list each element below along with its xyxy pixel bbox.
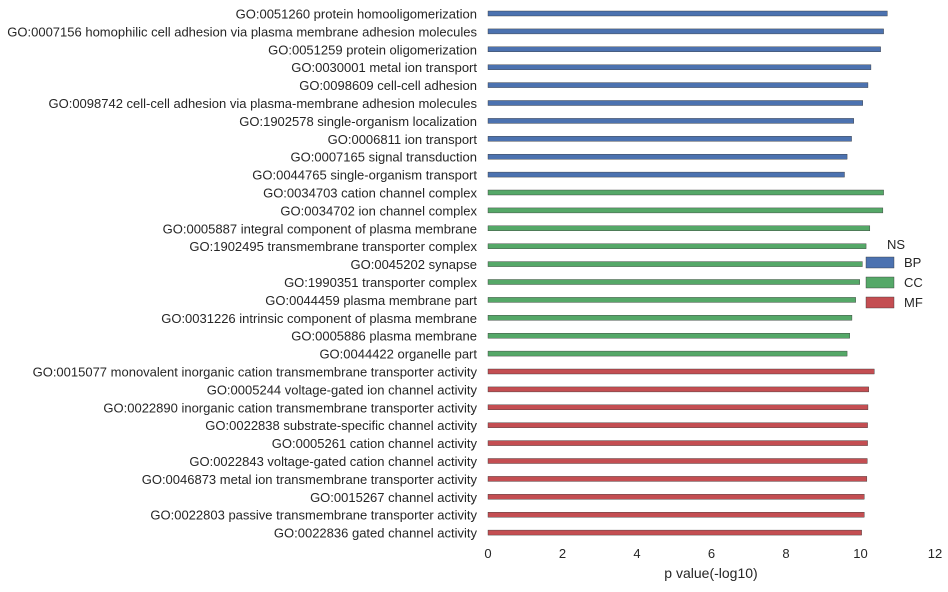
bar-mf bbox=[487, 529, 862, 536]
bar-mf bbox=[487, 458, 868, 464]
category-label: GO:0022890 inorganic cation transmembran… bbox=[103, 400, 477, 415]
x-tick-label: 4 bbox=[633, 546, 640, 561]
bar-cc bbox=[487, 297, 856, 303]
category-label: GO:0098742 cell-cell adhesion via plasma… bbox=[48, 96, 477, 111]
legend-label-cc: CC bbox=[904, 275, 923, 290]
bar-cc bbox=[487, 207, 884, 214]
legend-label-bp: BP bbox=[904, 255, 921, 270]
bar-cc bbox=[487, 315, 853, 321]
category-label: GO:0015077 monovalent inorganic cation t… bbox=[33, 365, 478, 380]
category-label: GO:0031226 intrinsic component of plasma… bbox=[161, 311, 477, 326]
bar-bp bbox=[487, 10, 888, 17]
bar-cc bbox=[487, 189, 884, 196]
legend: NS BP CC MF bbox=[865, 237, 923, 310]
x-tick-label: 6 bbox=[708, 546, 715, 561]
bar-cc bbox=[487, 225, 871, 232]
bar-mf bbox=[487, 368, 875, 375]
x-axis-label: p value(-log10) bbox=[664, 565, 757, 581]
category-label: GO:1902495 transmembrane transporter com… bbox=[189, 239, 477, 254]
bar-mf bbox=[487, 512, 865, 518]
legend-swatch-mf bbox=[865, 296, 895, 309]
bar-cc bbox=[487, 350, 848, 357]
category-label: GO:0007156 homophilic cell adhesion via … bbox=[7, 24, 477, 39]
category-label: GO:0044422 organelle part bbox=[319, 347, 477, 362]
x-axis: p value(-log10) 0 2 4 6 8 10 12 bbox=[484, 546, 942, 581]
category-label: GO:0051259 protein oligomerization bbox=[268, 42, 477, 57]
bar-bp bbox=[487, 46, 881, 52]
category-label: GO:0034702 ion channel complex bbox=[280, 203, 477, 218]
x-tick-label: 0 bbox=[484, 546, 491, 561]
x-tick-label: 8 bbox=[782, 546, 789, 561]
bar-mf bbox=[487, 476, 868, 482]
bar-mf bbox=[487, 440, 868, 446]
bar-bp bbox=[487, 171, 845, 178]
bar-cc bbox=[487, 243, 867, 249]
category-label: GO:0046873 metal ion transmembrane trans… bbox=[142, 472, 478, 487]
bar-bp bbox=[487, 153, 848, 160]
legend-swatch-bp bbox=[865, 256, 895, 269]
category-labels: GO:0051260 protein homooligomerization GO… bbox=[7, 7, 477, 541]
bar-mf bbox=[487, 494, 865, 500]
category-label: GO:0022838 substrate-specific channel ac… bbox=[205, 418, 477, 433]
category-label: GO:0005261 cation channel activity bbox=[272, 436, 478, 451]
category-label: GO:0022836 gated channel activity bbox=[274, 526, 478, 541]
bars-layer bbox=[487, 10, 888, 536]
category-label: GO:0005887 integral component of plasma … bbox=[163, 221, 477, 236]
legend-swatch-cc bbox=[865, 276, 895, 289]
category-label: GO:1902578 single-organism localization bbox=[239, 114, 477, 129]
category-label: GO:0044459 plasma membrane part bbox=[265, 293, 477, 308]
category-label: GO:0098609 cell-cell adhesion bbox=[299, 78, 477, 93]
bar-mf bbox=[487, 422, 868, 428]
x-tick-label: 2 bbox=[559, 546, 566, 561]
bar-bp bbox=[487, 82, 869, 88]
category-label: GO:0045202 synapse bbox=[351, 257, 477, 272]
category-label: GO:0022843 voltage-gated cation channel … bbox=[189, 454, 477, 469]
x-tick-label: 12 bbox=[928, 546, 942, 561]
bar-cc bbox=[487, 279, 860, 285]
category-label: GO:0051260 protein homooligomerization bbox=[236, 7, 477, 22]
bar-bp bbox=[487, 136, 852, 142]
category-label: GO:0005244 voltage-gated ion channel act… bbox=[207, 382, 478, 397]
category-label: GO:1990351 transporter complex bbox=[284, 275, 477, 290]
category-label: GO:0044765 single-organism transport bbox=[252, 168, 477, 183]
bar-bp bbox=[487, 118, 854, 124]
bar-mf bbox=[487, 386, 869, 393]
bar-cc bbox=[487, 333, 850, 339]
bar-bp bbox=[487, 28, 884, 35]
category-label: GO:0022803 passive transmembrane transpo… bbox=[150, 508, 477, 523]
legend-label-mf: MF bbox=[904, 295, 923, 310]
bar-bp bbox=[487, 64, 872, 70]
x-tick-label: 10 bbox=[853, 546, 867, 561]
bar-mf bbox=[487, 404, 869, 410]
category-label: GO:0005886 plasma membrane bbox=[291, 329, 477, 344]
legend-title: NS bbox=[887, 237, 905, 252]
category-label: GO:0015267 channel activity bbox=[310, 490, 477, 505]
category-label: GO:0006811 ion transport bbox=[328, 132, 478, 147]
category-label: GO:0034703 cation channel complex bbox=[263, 186, 477, 201]
bar-bp bbox=[487, 100, 863, 106]
category-label: GO:0030001 metal ion transport bbox=[291, 60, 477, 75]
category-label: GO:0007165 signal transduction bbox=[291, 150, 477, 165]
bar-cc bbox=[487, 261, 863, 267]
